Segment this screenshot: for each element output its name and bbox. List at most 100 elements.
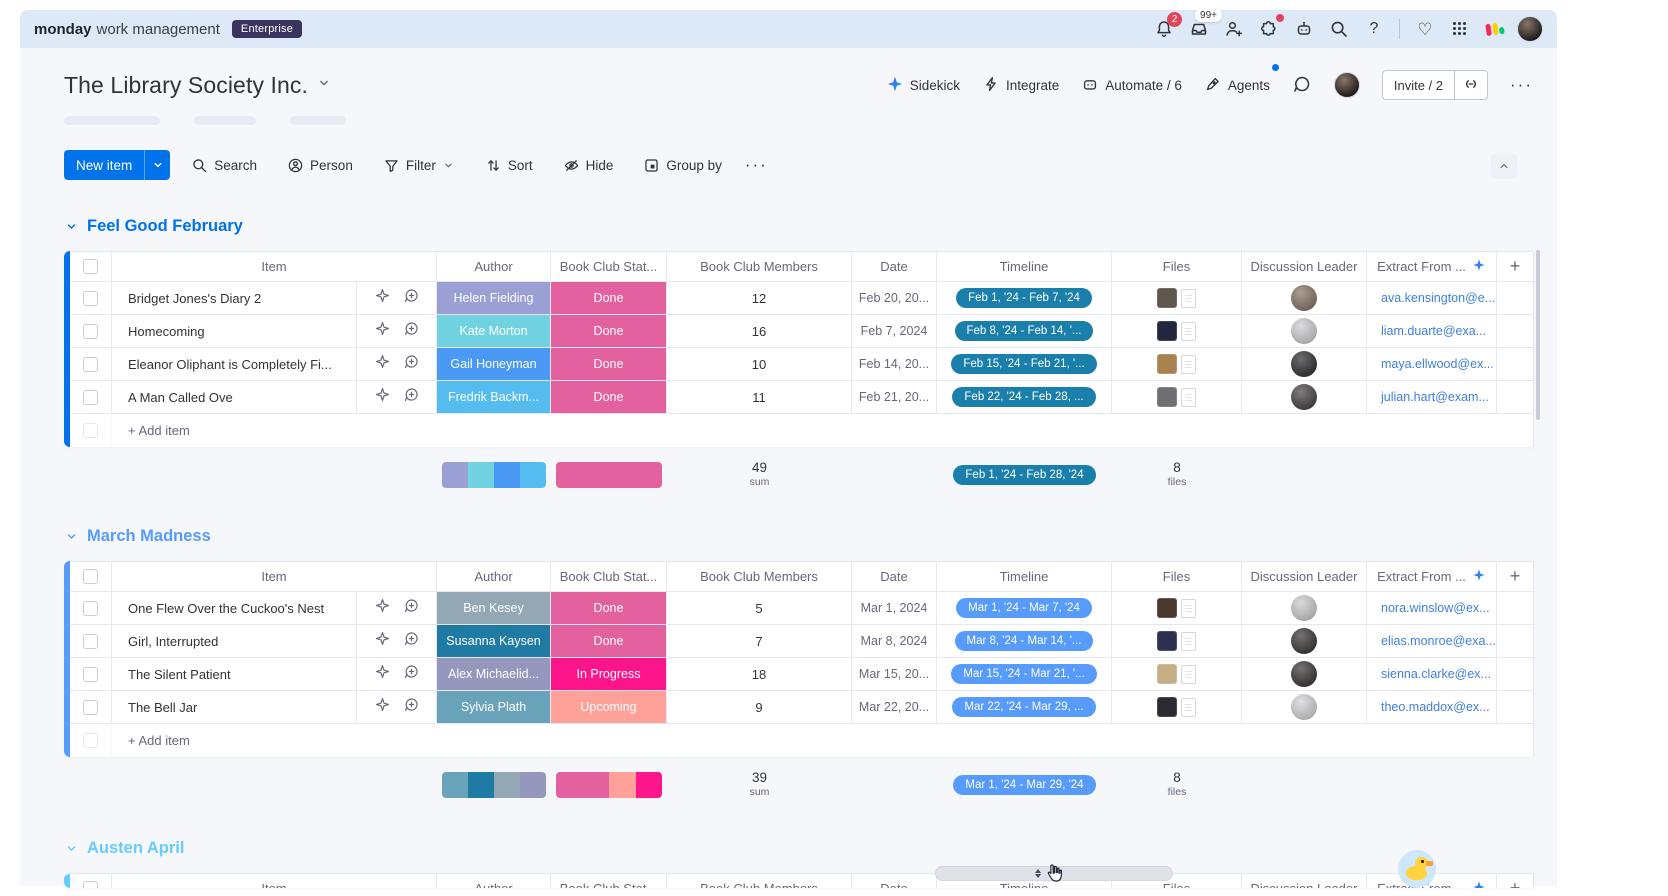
files-cell[interactable]: [1112, 658, 1242, 690]
date-cell[interactable]: Mar 22, 20...: [852, 691, 937, 723]
row-select-cell[interactable]: [70, 658, 112, 690]
extract-email-cell[interactable]: sienna.clarke@ex...: [1367, 658, 1497, 690]
members-cell[interactable]: 16: [667, 315, 852, 347]
row-select-cell[interactable]: [70, 592, 112, 624]
column-header-author[interactable]: Author: [437, 562, 551, 591]
row-checkbox[interactable]: [83, 389, 98, 405]
product-switcher-button[interactable]: [1447, 16, 1473, 42]
search-button[interactable]: [1326, 16, 1352, 42]
add-update-icon[interactable]: [403, 597, 420, 619]
members-cell[interactable]: 5: [667, 592, 852, 624]
status-cell[interactable]: Done: [551, 348, 667, 380]
members-cell[interactable]: 11: [667, 381, 852, 413]
file-thumbnail[interactable]: [1157, 321, 1177, 341]
column-header-author[interactable]: Author: [437, 874, 551, 888]
file-thumbnail[interactable]: [1157, 288, 1177, 308]
inbox-button[interactable]: 99+: [1186, 9, 1222, 42]
add-update-icon[interactable]: [403, 696, 420, 718]
timeline-pill[interactable]: Feb 1, '24 - Feb 7, '24: [956, 288, 1092, 308]
ai-sparkle-action-icon[interactable]: [374, 353, 391, 375]
timeline-cell[interactable]: Mar 15, '24 - Mar 21, '...: [937, 658, 1112, 690]
files-cell[interactable]: [1112, 592, 1242, 624]
members-cell[interactable]: 9: [667, 691, 852, 723]
item-name[interactable]: Homecoming: [128, 323, 205, 339]
author-cell[interactable]: Gail Honeyman: [437, 348, 551, 380]
column-header-members[interactable]: Book Club Members: [667, 874, 852, 888]
ai-sparkle-action-icon[interactable]: [374, 287, 391, 309]
column-header-item[interactable]: Item: [112, 252, 437, 281]
monday-home-button[interactable]: [1482, 16, 1508, 42]
members-cell[interactable]: 7: [667, 625, 852, 657]
select-all-cell[interactable]: [70, 562, 112, 591]
timeline-cell[interactable]: Mar 8, '24 - Mar 14, '...: [937, 625, 1112, 657]
board-owner-avatar[interactable]: [1333, 72, 1360, 98]
help-button[interactable]: ?: [1361, 16, 1387, 42]
toolbar-more-button[interactable]: ···: [744, 155, 768, 174]
file-doc-icon[interactable]: [1181, 697, 1196, 717]
extract-email-cell[interactable]: ava.kensington@e...: [1367, 282, 1497, 314]
file-thumbnail[interactable]: [1157, 387, 1177, 407]
author-cell[interactable]: Fredrik Backm...: [437, 381, 551, 413]
invite-members-button[interactable]: [1221, 16, 1247, 42]
file-doc-icon[interactable]: [1181, 598, 1196, 618]
item-cell[interactable]: Homecoming: [112, 315, 437, 347]
column-header-date[interactable]: Date: [852, 252, 937, 281]
agents-button[interactable]: Agents: [1204, 63, 1279, 96]
files-cell[interactable]: [1112, 348, 1242, 380]
filter-chevron-icon[interactable]: [442, 159, 455, 172]
column-header-timeline[interactable]: Timeline: [937, 252, 1112, 281]
new-item-button[interactable]: New item: [64, 150, 171, 180]
extract-email-cell[interactable]: liam.duarte@exa...: [1367, 315, 1497, 347]
group-title-1[interactable]: Feel Good February: [64, 215, 1534, 237]
extract-email-cell[interactable]: theo.maddox@ex...: [1367, 691, 1497, 723]
status-cell[interactable]: Upcoming: [551, 691, 667, 723]
discussion-leader-cell[interactable]: [1242, 381, 1367, 413]
item-name[interactable]: A Man Called Ove: [128, 389, 233, 405]
file-doc-icon[interactable]: [1181, 321, 1196, 341]
assistant-button[interactable]: [1291, 16, 1317, 42]
board-title-chevron-icon[interactable]: [316, 75, 332, 96]
author-cell[interactable]: Ben Kesey: [437, 592, 551, 624]
row-select-cell[interactable]: [70, 282, 112, 314]
scrollbar-grip-icon[interactable]: [1035, 866, 1041, 881]
column-header-files[interactable]: Files: [1112, 562, 1242, 591]
select-all-checkbox[interactable]: [83, 881, 98, 888]
leader-avatar[interactable]: [1291, 384, 1317, 410]
extract-email-cell[interactable]: maya.ellwood@ex...: [1367, 348, 1497, 380]
discussion-leader-cell[interactable]: [1242, 625, 1367, 657]
column-header-leader[interactable]: Discussion Leader: [1242, 252, 1367, 281]
author-cell[interactable]: Kate Morton: [437, 315, 551, 347]
row-checkbox[interactable]: [83, 323, 98, 339]
column-header-author[interactable]: Author: [437, 252, 551, 281]
select-all-cell[interactable]: [70, 874, 112, 888]
group-name[interactable]: Austen April: [87, 838, 185, 857]
group-title-3[interactable]: Austen April: [64, 837, 1534, 859]
timeline-cell[interactable]: Feb 8, '24 - Feb 14, '...: [937, 315, 1112, 347]
status-cell[interactable]: Done: [551, 625, 667, 657]
add-item-button[interactable]: + Add item: [128, 733, 190, 748]
file-doc-icon[interactable]: [1181, 664, 1196, 684]
author-cell[interactable]: Sylvia Plath: [437, 691, 551, 723]
column-header-status[interactable]: Book Club Stat...: [551, 562, 667, 591]
collapse-toolbar-button[interactable]: [1491, 153, 1517, 179]
select-all-checkbox[interactable]: [83, 569, 98, 584]
column-header-leader[interactable]: Discussion Leader: [1242, 874, 1367, 888]
item-cell[interactable]: The Silent Patient: [112, 658, 437, 690]
add-update-icon[interactable]: [403, 630, 420, 652]
add-item-row[interactable]: + Add item: [70, 724, 1533, 757]
discussion-leader-cell[interactable]: [1242, 282, 1367, 314]
add-update-icon[interactable]: [403, 287, 420, 309]
timeline-cell[interactable]: Mar 22, '24 - Mar 29, ...: [937, 691, 1112, 723]
notifications-button[interactable]: 2: [1151, 12, 1182, 42]
date-cell[interactable]: Mar 15, 20...: [852, 658, 937, 690]
add-update-icon[interactable]: [403, 353, 420, 375]
column-header-date[interactable]: Date: [852, 874, 937, 888]
file-doc-icon[interactable]: [1181, 354, 1196, 374]
date-cell[interactable]: Mar 8, 2024: [852, 625, 937, 657]
item-name[interactable]: One Flew Over the Cuckoo's Nest: [128, 600, 325, 616]
leader-avatar[interactable]: [1291, 661, 1317, 687]
files-cell[interactable]: [1112, 381, 1242, 413]
column-header-item[interactable]: Item: [112, 562, 437, 591]
ai-sparkle-action-icon[interactable]: [374, 597, 391, 619]
timeline-cell[interactable]: Feb 22, '24 - Feb 28, ...: [937, 381, 1112, 413]
